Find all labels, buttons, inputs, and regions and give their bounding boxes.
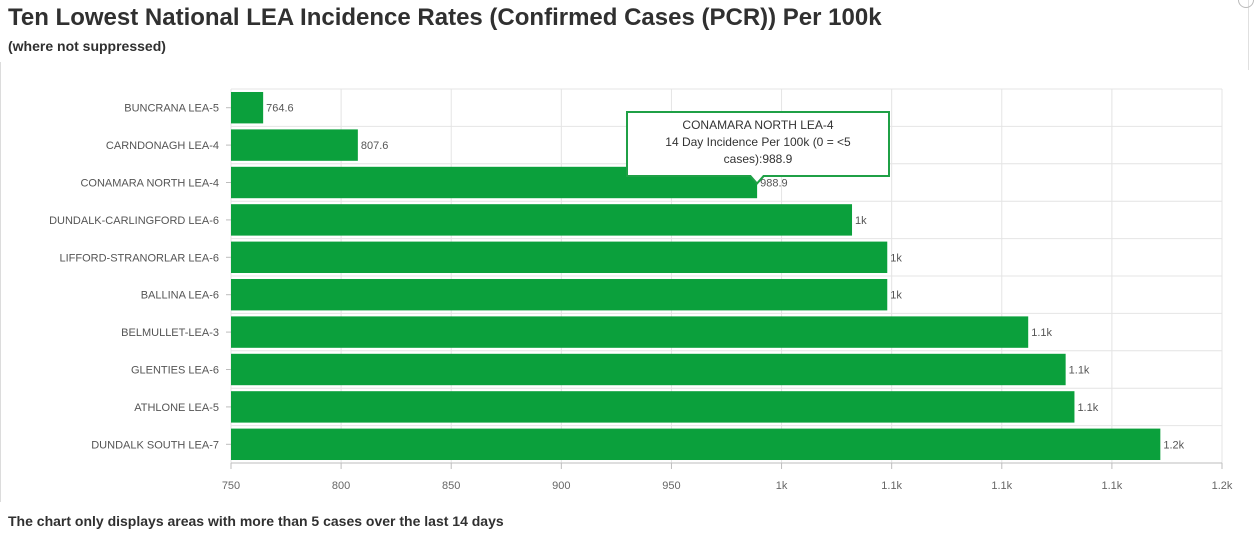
chart-frame-right [1248,0,1249,70]
bar [231,204,853,236]
bar [231,241,888,274]
data-label: 807.6 [361,140,389,152]
x-tick-label: 1.1k [881,480,902,492]
tooltip-area: CONAMARA NORTH LEA-4 [682,118,834,132]
x-tick-label: 1.1k [991,480,1012,492]
chart-footnote: The chart only displays areas with more … [8,513,504,529]
chart-title: Ten Lowest National LEA Incidence Rates … [8,4,882,31]
x-tick-label: 800 [332,480,350,492]
category-label: BUNCRANA LEA-5 [124,103,219,115]
x-tick-label: 1k [776,480,788,492]
data-label: 1k [890,252,902,264]
x-tick-label: 900 [552,480,570,492]
data-label: 1.1k [1077,402,1098,414]
tooltip-value: cases):988.9 [723,152,793,166]
chart-frame-left [0,62,1,502]
category-label: DUNDALK SOUTH LEA-7 [91,439,219,451]
x-tick-label: 1.1k [1101,480,1122,492]
x-tick-label: 950 [662,480,680,492]
category-label: LIFFORD-STRANORLAR LEA-6 [59,252,219,264]
x-tick-label: 1.2k [1212,480,1233,492]
hover-tooltip: CONAMARA NORTH LEA-4 14 Day Incidence Pe… [626,111,890,177]
category-label: ATHLONE LEA-5 [134,402,219,414]
data-label: 988.9 [760,178,788,190]
category-label: BALLINA LEA-6 [141,290,219,302]
bar [231,129,358,161]
category-label: CARNDONAGH LEA-4 [106,140,219,152]
bar [231,391,1075,423]
category-label: BELMULLET-LEA-3 [121,327,219,339]
data-label: 1k [890,290,902,302]
data-label: 1.2k [1163,439,1184,451]
category-label: CONAMARA NORTH LEA-4 [80,178,219,190]
data-label: 1k [855,215,867,227]
data-label: 1.1k [1069,365,1090,377]
data-label: 764.6 [266,103,294,115]
category-label: DUNDALK-CARLINGFORD LEA-6 [49,215,219,227]
bar [231,316,1029,348]
category-label: GLENTIES LEA-6 [131,365,219,377]
data-label: 1.1k [1031,327,1052,339]
tooltip-pointer-inner [750,174,764,182]
bar [231,428,1161,461]
bar [231,278,888,311]
bar [231,353,1066,386]
x-tick-label: 750 [222,480,240,492]
bar [231,91,264,124]
x-tick-label: 850 [442,480,460,492]
tooltip-metric: 14 Day Incidence Per 100k (0 = <5 [665,135,851,149]
chart-subtitle: (where not suppressed) [8,38,166,54]
